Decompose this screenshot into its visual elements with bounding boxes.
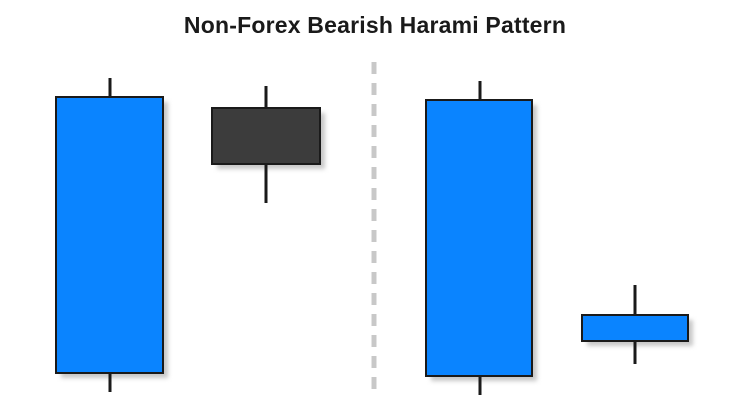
candle-body — [211, 107, 321, 165]
right-pattern-bullish-candle — [425, 81, 537, 395]
left-pattern-bearish-candle — [211, 86, 325, 203]
candle-body — [581, 314, 689, 342]
diagram-title: Non-Forex Bearish Harami Pattern — [183, 12, 567, 38]
left-pattern-bullish-candle — [55, 78, 168, 392]
right-pattern-small-bullish-candle — [581, 285, 693, 364]
candle-body — [55, 96, 164, 374]
candle-body — [425, 99, 533, 377]
